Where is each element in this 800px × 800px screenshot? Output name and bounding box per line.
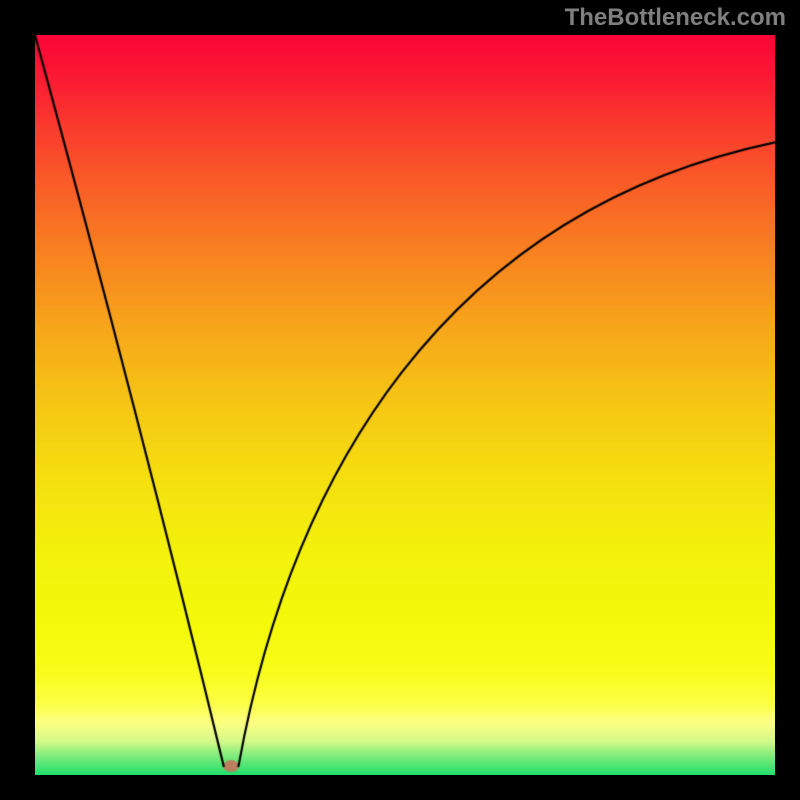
bottleneck-curve [35,35,775,775]
watermark-text: TheBottleneck.com [565,4,786,32]
chart-container: TheBottleneck.com [0,0,800,800]
plot-area [35,35,775,775]
